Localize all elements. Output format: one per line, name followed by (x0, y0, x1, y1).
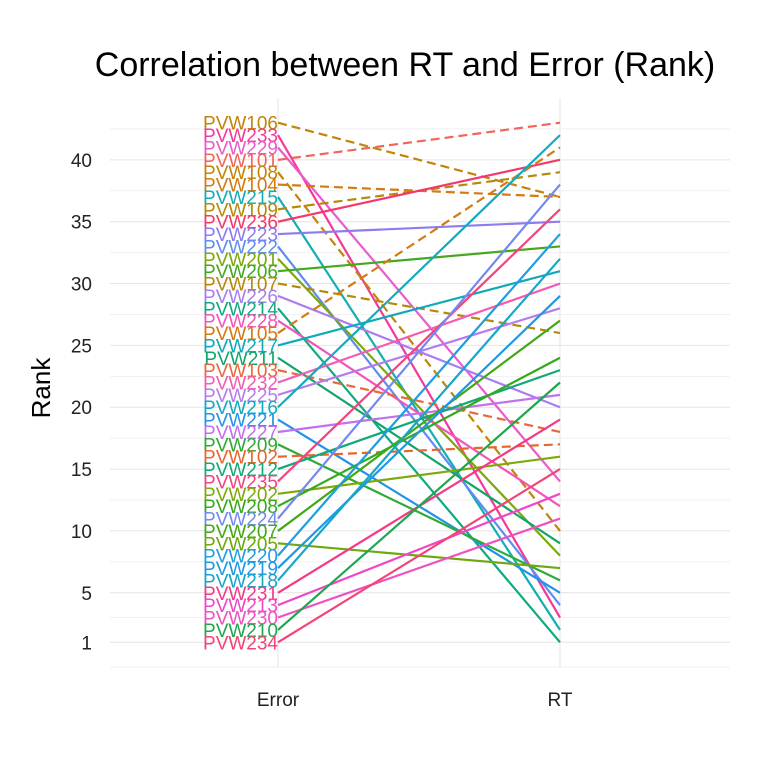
series-line (277, 443, 561, 458)
grid-lines (110, 98, 730, 668)
point-label: PVW226 (203, 287, 278, 308)
y-tick-label: 40 (71, 151, 92, 172)
point-label: PVW232 (203, 374, 278, 395)
series-line (277, 468, 561, 644)
chart-title: Correlation between RT and Error (Rank) (95, 46, 715, 84)
point-label: PVW219 (203, 559, 278, 580)
point-label: PVW222 (203, 237, 278, 258)
point-label: PVW202 (203, 485, 278, 506)
point-label: PVW223 (203, 225, 278, 246)
y-tick-label: 20 (71, 398, 92, 419)
y-tick-label: 35 (71, 213, 92, 234)
series-line (277, 393, 561, 434)
y-tick-label: 15 (71, 460, 92, 481)
series-line (277, 146, 561, 334)
series-line (277, 245, 561, 273)
point-label: PVW221 (203, 411, 278, 432)
y-tick-label: 25 (71, 336, 92, 357)
series-line (277, 319, 561, 532)
series-line (277, 270, 561, 347)
x-tick-label: Error (257, 690, 300, 711)
point-labels: PVW106PVW233PVW229PVW101PVW108PVW104PVW2… (203, 114, 278, 655)
point-label: PVW209 (203, 435, 278, 456)
series-line (277, 134, 561, 619)
series-line (277, 220, 561, 236)
point-label: PVW213 (203, 596, 278, 617)
series-lines (277, 121, 561, 644)
point-label: PVW108 (203, 163, 278, 184)
point-label: PVW206 (203, 262, 278, 283)
point-label: PVW224 (203, 510, 278, 531)
series-line (277, 258, 561, 582)
point-label: PVW205 (203, 534, 278, 555)
series-line (277, 121, 561, 199)
point-label: PVW218 (203, 571, 278, 592)
point-label: PVW234 (203, 633, 278, 654)
point-label: PVW217 (203, 336, 278, 357)
series-line (277, 121, 561, 161)
point-label: PVW102 (203, 448, 278, 469)
point-label: PVW228 (203, 312, 278, 333)
point-label: PVW104 (203, 176, 278, 197)
y-tick-label: 10 (71, 522, 92, 543)
point-label: PVW101 (203, 151, 278, 172)
series-line (277, 492, 561, 607)
x-tick-label: RT (548, 690, 573, 711)
series-line (277, 158, 561, 223)
series-line (277, 134, 561, 409)
y-tick-label: 30 (71, 275, 92, 296)
y-tick-label: 1 (81, 633, 92, 654)
point-label: PVW208 (203, 497, 278, 518)
point-label: PVW235 (203, 472, 278, 493)
y-axis-title: Rank (26, 357, 56, 419)
point-label: PVW207 (203, 522, 278, 543)
point-label: PVW231 (203, 584, 278, 605)
point-label: PVW215 (203, 188, 278, 209)
point-label: PVW225 (203, 386, 278, 407)
point-label: PVW216 (203, 398, 278, 419)
x-tick-labels: Error RT (257, 690, 573, 711)
point-label: PVW230 (203, 609, 278, 630)
point-label: PVW105 (203, 324, 278, 345)
series-line (277, 183, 561, 520)
point-label: PVW220 (203, 547, 278, 568)
series-line (277, 282, 561, 384)
series-line (277, 258, 561, 557)
y-tick-label: 5 (81, 584, 92, 605)
point-label: PVW214 (203, 299, 278, 320)
point-label: PVW229 (203, 138, 278, 159)
point-label: PVW211 (204, 349, 278, 370)
point-label: PVW201 (203, 250, 278, 271)
point-label: PVW109 (203, 200, 278, 221)
series-line (277, 208, 561, 483)
point-label: PVW212 (203, 460, 278, 481)
point-label: PVW227 (203, 423, 278, 444)
series-line (277, 443, 561, 582)
series-line (277, 455, 561, 495)
series-line (277, 517, 561, 619)
point-label: PVW210 (203, 621, 278, 642)
point-label: PVW107 (203, 275, 278, 296)
point-label: PVW233 (203, 126, 278, 147)
series-line (277, 295, 561, 569)
point-label: PVW236 (203, 213, 278, 234)
point-label: PVW103 (203, 361, 278, 382)
series-line (277, 381, 561, 631)
point-label: PVW106 (203, 114, 278, 135)
series-line (277, 233, 561, 557)
